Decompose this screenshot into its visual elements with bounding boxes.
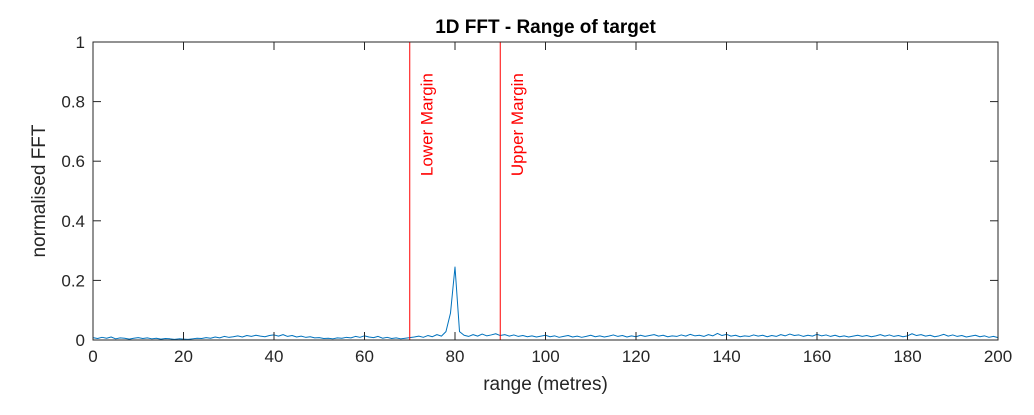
y-tick-label: 0.4 (61, 212, 85, 231)
plot-area (93, 42, 998, 340)
x-tick-label: 160 (803, 347, 831, 366)
x-tick-label: 0 (88, 347, 97, 366)
x-tick-label: 60 (355, 347, 374, 366)
x-tick-label: 120 (622, 347, 650, 366)
y-tick-label: 0 (76, 331, 85, 350)
x-tick-label: 200 (984, 347, 1012, 366)
axes-layer: 0 20 40 60 80 100 120 140 160 180 200 0 0.2 0.4 0.6 0.8… (61, 33, 1012, 366)
y-tick-label: 0.2 (61, 271, 85, 290)
x-tick-label: 140 (712, 347, 740, 366)
x-axis-label: range (metres) (483, 374, 608, 395)
y-axis-label: normalised FFT (29, 124, 50, 257)
margin-label-0: Lower Margin (418, 73, 437, 176)
y-tick-label: 0.8 (61, 93, 85, 112)
x-tick-label: 40 (265, 347, 284, 366)
x-tick-label: 180 (893, 347, 921, 366)
y-tick-label: 0.6 (61, 152, 85, 171)
x-tick-label: 100 (531, 347, 559, 366)
annotation-layer: Lower Margin Upper Margin (409, 42, 527, 340)
x-tick-label: 80 (446, 347, 465, 366)
y-tick-label: 1 (76, 33, 85, 52)
x-tick-label: 20 (174, 347, 193, 366)
chart-title: 1D FFT - Range of target (435, 17, 656, 38)
margin-label-1: Upper Margin (508, 73, 527, 176)
